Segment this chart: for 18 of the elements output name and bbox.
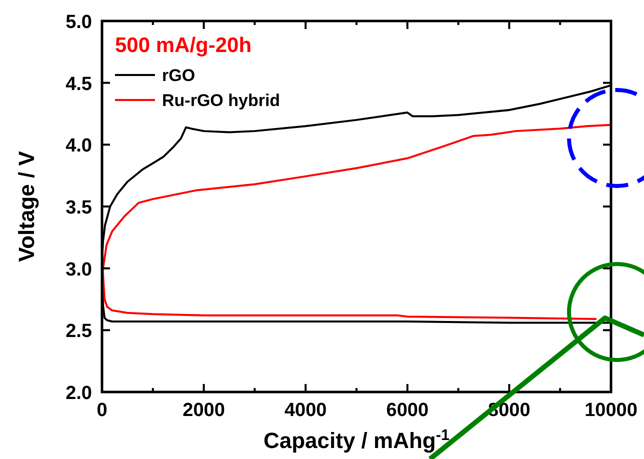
x-tick-label: 4000 bbox=[284, 400, 327, 421]
y-tick-label: 3.0 bbox=[66, 259, 92, 280]
legend-label: Ru-rGO hybrid bbox=[162, 91, 280, 110]
line-series bbox=[101, 124, 612, 320]
x-tick-label: 2000 bbox=[182, 400, 225, 421]
y-tick-label: 2.0 bbox=[66, 383, 92, 404]
y-tick-label: 4.5 bbox=[66, 74, 92, 95]
annotation: 500 mA/g-20h bbox=[115, 34, 252, 57]
y-tick-label: 2.5 bbox=[66, 321, 92, 342]
legend-label: rGO bbox=[162, 66, 196, 85]
x-tick-label: 10000 bbox=[584, 400, 638, 421]
x-axis-title: Capacity / mAhg$^{-1}$ bbox=[263, 426, 450, 453]
x-tick-label: 6000 bbox=[386, 400, 429, 421]
y-tick-label: 4.0 bbox=[66, 136, 92, 157]
y-tick-label: 3.5 bbox=[66, 198, 92, 218]
x-tick-label: 0 bbox=[96, 400, 108, 421]
y-tick-label: 5.0 bbox=[66, 12, 92, 33]
y-axis-title: Voltage / V bbox=[14, 150, 39, 262]
